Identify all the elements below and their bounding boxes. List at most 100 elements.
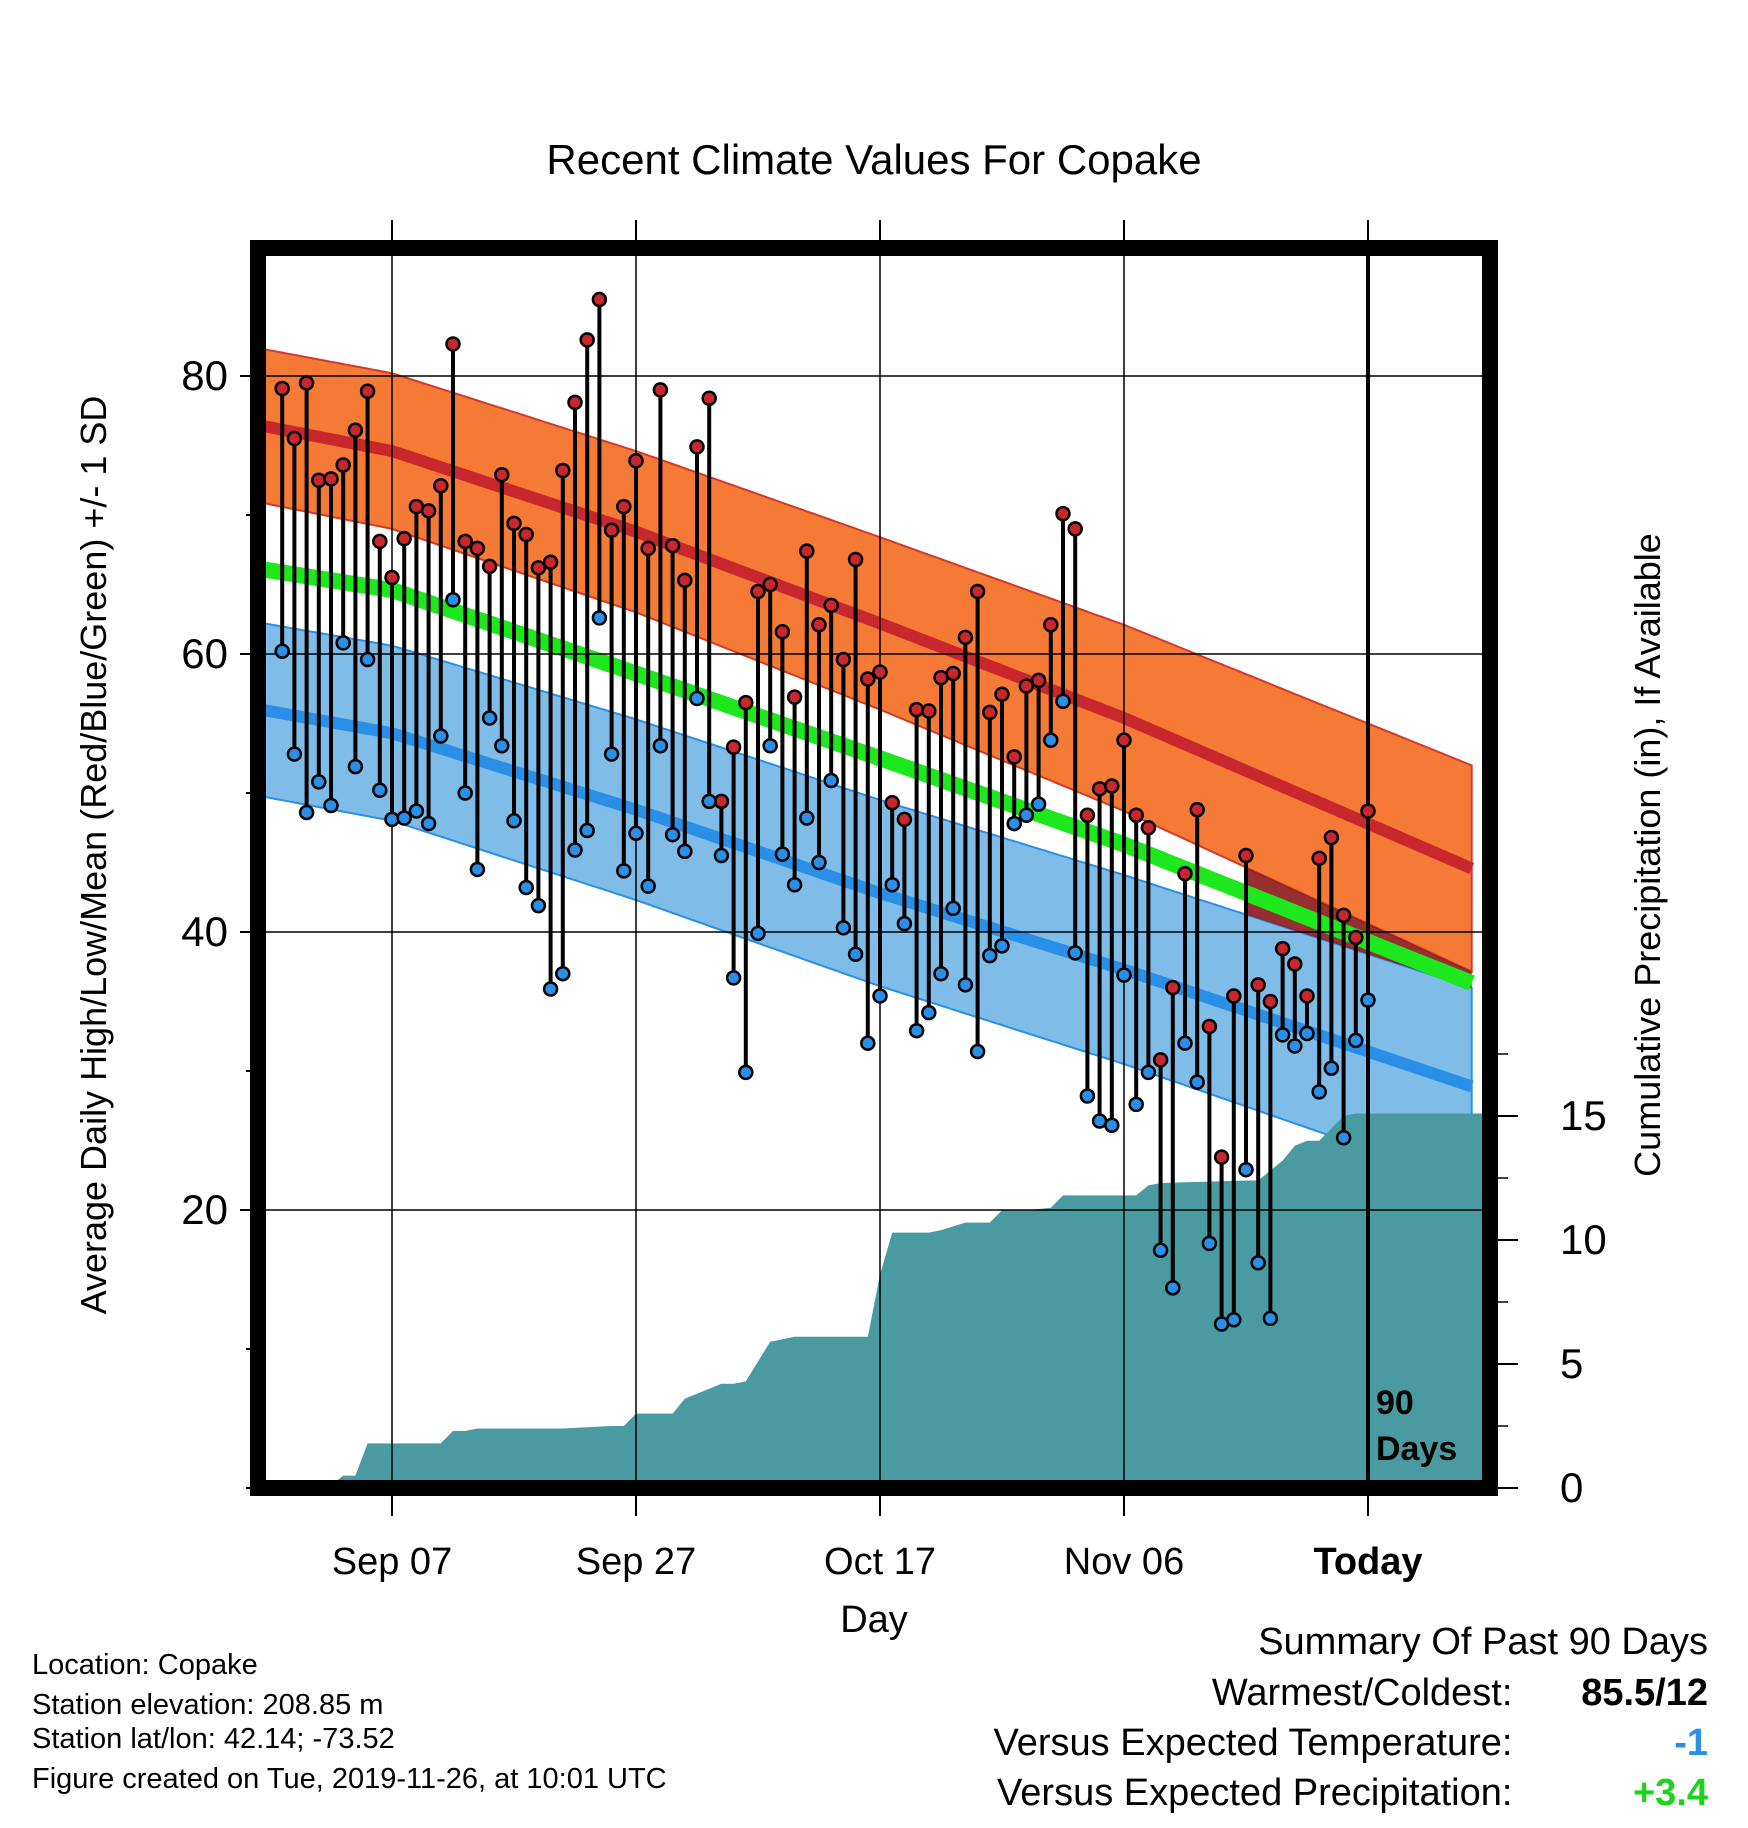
- daily-high-point: [750, 583, 766, 600]
- daily-high-point: [469, 540, 486, 557]
- daily-low-point: [933, 965, 949, 982]
- daily-high-point: [1360, 803, 1376, 819]
- daily-high-point: [982, 704, 998, 721]
- precipitation-fill: [258, 1113, 1490, 1488]
- daily-high-point: [603, 522, 620, 539]
- daily-low-point: [884, 876, 900, 893]
- daily-high-point: [1067, 521, 1083, 537]
- daily-low-point: [1287, 1038, 1303, 1054]
- daily-low-point: [323, 797, 339, 814]
- daily-high-point: [1079, 807, 1096, 823]
- daily-low-point: [1116, 967, 1132, 983]
- daily-low-point: [774, 846, 791, 862]
- normal-high-line: [258, 418, 1475, 875]
- daily-low-point: [420, 815, 437, 832]
- daily-high-point: [1177, 865, 1193, 882]
- normal-low-line: [258, 702, 1474, 1093]
- daily-low-point: [347, 758, 364, 775]
- latlon-text: Station lat/lon: 42.14; -73.52: [32, 1723, 395, 1755]
- daily-low-point: [847, 946, 864, 962]
- daily-high-point: [774, 624, 791, 640]
- daily-high-point: [1152, 1052, 1169, 1068]
- precip-value: +3.4: [1632, 1772, 1708, 1814]
- daily-high-point: [872, 664, 888, 680]
- daily-low-point: [1006, 815, 1022, 832]
- daily-high-point: [494, 466, 510, 483]
- daily-high-point: [445, 336, 461, 352]
- daily-low-point: [518, 879, 534, 896]
- daily-low-point: [1152, 1242, 1169, 1259]
- daily-low-point: [359, 651, 376, 668]
- daily-low-point: [1177, 1035, 1193, 1051]
- daily-high-point: [725, 739, 742, 755]
- daily-high-point: [1140, 820, 1157, 836]
- y-tick-label: 40: [181, 908, 228, 955]
- daily-high-point: [860, 671, 876, 687]
- daily-observations: [274, 291, 1376, 1332]
- daily-low-point: [1299, 1025, 1315, 1042]
- daily-high-point: [1323, 829, 1340, 846]
- daily-low-point: [311, 774, 327, 790]
- daily-low-point: [1104, 1117, 1120, 1133]
- daily-high-point: [359, 383, 376, 400]
- daily-low-point: [725, 970, 742, 986]
- precipitation-area: [258, 1113, 1490, 1488]
- daily-low-point: [286, 746, 303, 762]
- daily-low-point: [1165, 1280, 1181, 1296]
- daily-high-point: [1030, 672, 1047, 689]
- daily-low-point: [738, 1064, 754, 1081]
- daily-low-point: [799, 810, 815, 826]
- daily-low-point: [469, 861, 486, 878]
- x-tick-label: Nov 06: [1064, 1541, 1184, 1583]
- daily-low-point: [762, 737, 778, 754]
- daily-low-point: [1018, 807, 1035, 823]
- daily-high-point: [579, 332, 595, 348]
- daily-low-point: [555, 965, 571, 982]
- daily-high-point: [664, 537, 681, 554]
- daily-low-point: [1238, 1161, 1254, 1178]
- x-axis-label: Day: [840, 1599, 908, 1641]
- daily-low-point: [1055, 693, 1071, 710]
- daily-low-point: [408, 803, 425, 819]
- daily-high-point: [921, 703, 937, 719]
- daily-high-point: [1189, 801, 1205, 818]
- daily-high-point: [384, 569, 400, 586]
- daily-high-point: [811, 617, 827, 633]
- daily-low-point: [1140, 1064, 1157, 1081]
- daily-low-point: [1067, 945, 1083, 961]
- daily-low-point: [396, 810, 412, 826]
- y-tick-label: 60: [181, 630, 228, 677]
- daily-low-point: [1250, 1255, 1266, 1271]
- daily-high-point: [1287, 956, 1303, 972]
- y-tick-label: 80: [181, 352, 228, 399]
- daily-low-point: [298, 804, 315, 821]
- daily-high-point: [420, 503, 437, 519]
- daily-high-point: [323, 471, 339, 487]
- daily-low-point: [384, 811, 400, 828]
- daily-high-point: [1165, 979, 1181, 996]
- daily-high-point: [616, 498, 632, 515]
- daily-low-point: [957, 977, 974, 993]
- daily-low-point: [372, 782, 388, 798]
- daily-low-point: [481, 710, 498, 726]
- daily-high-point: [286, 430, 303, 447]
- daily-low-point: [945, 900, 961, 917]
- daily-low-point: [969, 1043, 986, 1060]
- temp-label: Versus Expected Temperature:: [993, 1722, 1513, 1764]
- daily-low-point: [860, 1035, 876, 1051]
- y-axis-label: Average Daily High/Low/Mean (Red/Blue/Gr…: [73, 396, 114, 1315]
- y2-tick-label: 10: [1560, 1216, 1607, 1263]
- x-tick-label: Oct 17: [824, 1541, 936, 1583]
- daily-high-point: [530, 560, 547, 576]
- x-tick-label: Today: [1313, 1541, 1422, 1583]
- daily-high-point: [1262, 993, 1279, 1010]
- daily-low-point: [1360, 992, 1376, 1008]
- daily-low-point: [591, 610, 608, 626]
- daily-high-point: [1091, 781, 1108, 797]
- daily-low-point: [1226, 1312, 1242, 1328]
- daily-low-point: [1030, 796, 1047, 812]
- daily-high-point: [274, 380, 290, 397]
- daily-low-point: [542, 981, 559, 997]
- plot-frame: [250, 240, 1498, 1496]
- daily-high-point: [1055, 505, 1071, 522]
